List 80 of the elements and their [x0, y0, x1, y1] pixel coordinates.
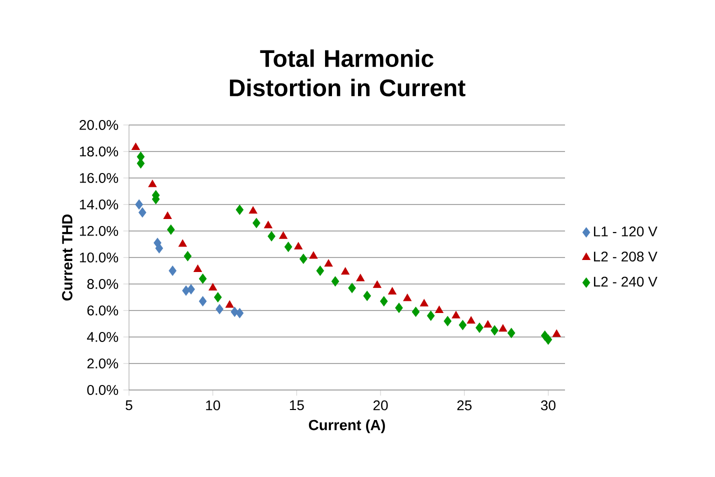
point [403, 294, 412, 302]
point [178, 239, 187, 247]
point [331, 276, 340, 286]
point [316, 266, 324, 276]
point [284, 242, 292, 252]
point [135, 199, 143, 210]
x-tick-label: 30 [540, 400, 556, 410]
point [356, 274, 365, 282]
y-tick-label: 12.0% [80, 226, 118, 236]
point [458, 320, 467, 330]
point [552, 330, 561, 337]
legend-label: L2 - 208 V [594, 252, 658, 262]
y-tick-label: 6.0% [87, 306, 118, 316]
point [236, 204, 244, 215]
y-tick-label: 0.0% [87, 385, 118, 395]
point [426, 310, 435, 321]
y-tick-label: 16.0% [80, 173, 118, 183]
x-tick-label: 15 [290, 400, 304, 410]
point [372, 280, 382, 288]
point [395, 302, 403, 313]
chart-title: Total Harmonic Distortion in Current [230, 49, 466, 96]
point [194, 264, 202, 272]
point [132, 142, 140, 150]
y-axis-title: Current THD [62, 214, 72, 300]
point [435, 306, 444, 314]
point [184, 251, 192, 262]
y-tick-label: 20.0% [80, 120, 118, 130]
y-tick-label: 18.0% [80, 146, 118, 156]
point [198, 274, 207, 284]
point [388, 287, 396, 294]
point [544, 334, 552, 345]
point [484, 320, 492, 328]
legend-label: L1 - 120 V [594, 226, 658, 236]
y-tick-label: 8.0% [87, 279, 118, 289]
point [252, 218, 260, 228]
y-tick-label: 14.0% [80, 200, 118, 210]
point [236, 308, 244, 318]
point [324, 259, 333, 267]
point [507, 328, 516, 338]
point [208, 283, 218, 290]
point [148, 180, 157, 188]
y-tick-label: 10.0% [80, 252, 118, 262]
legend-label: L2 - 240 V [594, 276, 658, 287]
y-tick-label: 4.0% [87, 332, 118, 342]
point [444, 316, 452, 326]
point [452, 310, 460, 318]
point [138, 207, 146, 218]
point [198, 296, 207, 306]
point [248, 206, 258, 214]
y-tick-label: 2.0% [87, 358, 118, 368]
point [294, 242, 303, 250]
point [309, 251, 318, 259]
x-axis-title: Current (A) [308, 419, 385, 434]
point [490, 325, 498, 336]
point [268, 231, 276, 242]
point [214, 292, 222, 302]
point [182, 286, 190, 296]
point [363, 290, 371, 301]
point [348, 282, 356, 294]
point [476, 322, 484, 333]
x-tick-label: 5 [126, 400, 132, 410]
point [412, 306, 420, 317]
x-tick-label: 10 [206, 400, 220, 410]
point [167, 224, 175, 235]
point [187, 284, 195, 294]
x-tick-label: 25 [457, 400, 472, 410]
point [466, 316, 476, 324]
point [216, 304, 224, 314]
point [225, 300, 234, 308]
point [300, 254, 308, 264]
point [264, 220, 272, 228]
point [380, 296, 388, 306]
x-tick-label: 20 [373, 400, 388, 410]
point [420, 299, 428, 306]
point [498, 324, 508, 332]
point [163, 212, 172, 219]
point [279, 231, 288, 239]
point [155, 243, 164, 254]
point [341, 267, 350, 275]
point [168, 266, 176, 276]
